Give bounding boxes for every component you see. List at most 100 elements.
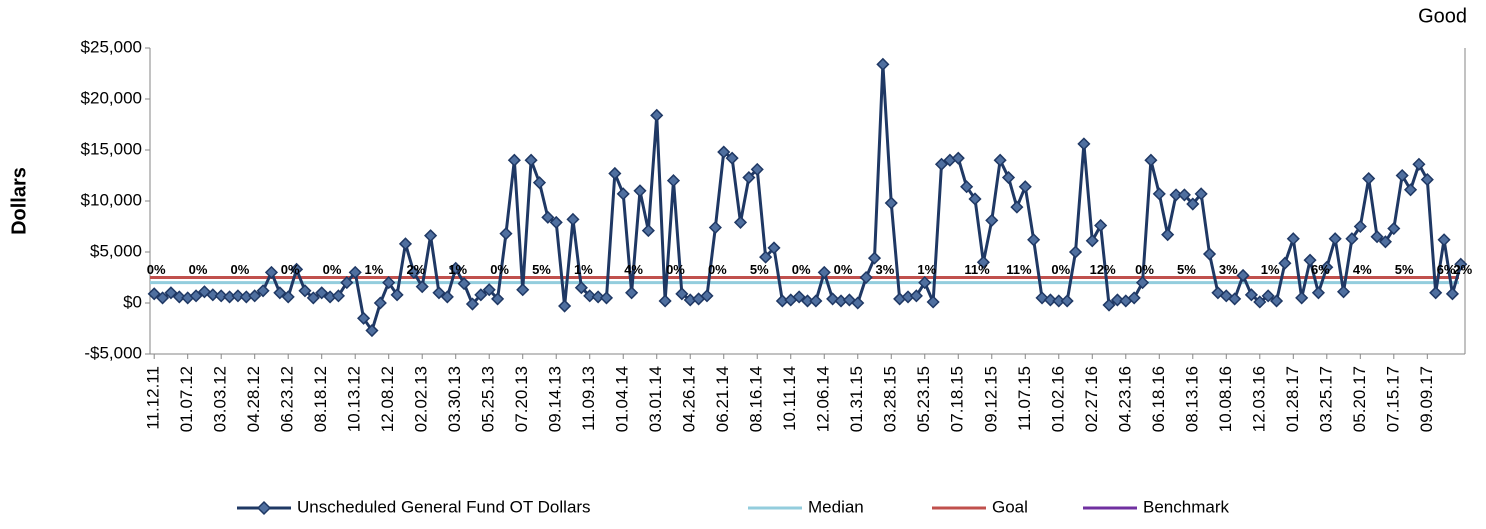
data-point	[1102, 298, 1116, 312]
data-point	[1027, 233, 1041, 247]
percent-label: 2%	[1453, 262, 1472, 277]
data-point	[558, 299, 572, 313]
percent-label: 4%	[624, 262, 643, 277]
percent-label: 1%	[917, 262, 936, 277]
data-point	[507, 153, 521, 167]
y-tick-label: $10,000	[81, 190, 142, 209]
data-point	[499, 227, 513, 241]
data-point	[993, 153, 1007, 167]
x-tick-label: 01.07.12	[177, 366, 196, 432]
data-point	[1445, 287, 1459, 301]
data-point	[851, 296, 865, 310]
data-point	[725, 151, 739, 165]
data-point	[1085, 234, 1099, 248]
data-point	[348, 265, 362, 279]
percent-label: 6%	[1437, 262, 1456, 277]
x-tick-label: 01.28.17	[1283, 366, 1302, 432]
data-point	[231, 289, 245, 303]
x-tick-label: 08.13.16	[1182, 366, 1201, 432]
data-point	[424, 229, 438, 243]
percent-label: 3%	[875, 262, 894, 277]
percent-label: 5%	[532, 262, 551, 277]
data-point	[1387, 221, 1401, 236]
data-point	[415, 280, 429, 294]
data-point	[373, 296, 387, 310]
data-point	[591, 290, 605, 304]
x-tick-label: 06.21.14	[713, 366, 732, 432]
data-point	[876, 57, 890, 71]
data-point	[1161, 228, 1175, 242]
data-point	[1370, 230, 1384, 244]
percent-label: 0%	[490, 262, 509, 277]
y-axis-title: Dollars	[8, 167, 30, 235]
data-point	[1395, 168, 1409, 183]
data-point	[625, 286, 639, 300]
data-point	[884, 196, 898, 210]
data-point	[482, 283, 496, 297]
legend-label: Unscheduled General Fund OT Dollars	[297, 497, 591, 516]
data-point	[147, 287, 161, 301]
data-point	[390, 288, 404, 302]
data-point	[474, 288, 488, 302]
legend-label: Goal	[992, 497, 1028, 516]
data-point	[398, 237, 413, 251]
data-point	[742, 170, 756, 185]
percent-label: 0%	[231, 262, 250, 277]
data-point	[599, 291, 614, 305]
series-line	[153, 62, 1463, 333]
data-point	[273, 286, 287, 300]
data-point	[1135, 276, 1150, 290]
data-point	[1068, 245, 1083, 259]
x-tick-label: 03.30.13	[445, 366, 464, 432]
data-point	[164, 286, 178, 300]
data-point	[1286, 232, 1300, 246]
data-point	[1437, 233, 1451, 247]
data-point	[1043, 293, 1057, 307]
y-tick-label: -$5,000	[84, 343, 142, 362]
percent-label: 0%	[708, 262, 727, 277]
data-point	[1144, 153, 1158, 167]
data-point	[641, 224, 655, 238]
data-point	[1177, 188, 1191, 202]
data-point	[264, 265, 279, 279]
data-point	[331, 289, 346, 303]
data-point	[172, 290, 186, 304]
percent-label: 5%	[1177, 262, 1196, 277]
data-point	[675, 287, 689, 301]
x-tick-label: 08.16.14	[747, 366, 766, 432]
y-tick-label: $5,000	[90, 241, 142, 260]
percent-label: 0%	[1135, 262, 1154, 277]
x-tick-label: 06.18.16	[1149, 366, 1168, 432]
data-point	[432, 286, 446, 300]
data-point	[666, 174, 681, 188]
x-tick-label: 11.07.15	[1015, 366, 1034, 431]
percent-label: 5%	[1395, 262, 1414, 277]
data-point	[1336, 285, 1351, 299]
percent-label: 0%	[323, 262, 342, 277]
data-point	[532, 176, 547, 190]
data-point	[290, 262, 304, 276]
data-point	[960, 180, 974, 194]
percent-label: 11%	[1006, 262, 1032, 277]
data-point	[1362, 171, 1376, 186]
x-tick-label: 01.04.14	[613, 366, 632, 432]
data-point	[541, 210, 555, 224]
data-point	[298, 284, 312, 298]
data-point	[650, 108, 664, 122]
data-point	[156, 291, 170, 305]
x-tick-label: 04.28.12	[244, 366, 263, 432]
percent-label: 4%	[1353, 262, 1372, 277]
data-point	[658, 294, 672, 308]
data-point	[382, 276, 396, 290]
data-point	[1295, 291, 1309, 305]
percent-label: 1%	[1261, 262, 1280, 277]
x-tick-label: 03.03.12	[211, 366, 230, 432]
x-tick-label: 07.20.13	[512, 366, 531, 432]
x-tick-label: 06.23.12	[278, 366, 297, 432]
data-point	[951, 151, 965, 165]
x-tick-label: 07.15.17	[1383, 366, 1402, 432]
data-point	[1378, 235, 1392, 249]
data-point	[1001, 170, 1016, 185]
percent-label: 5%	[750, 262, 769, 277]
data-point	[357, 311, 371, 325]
